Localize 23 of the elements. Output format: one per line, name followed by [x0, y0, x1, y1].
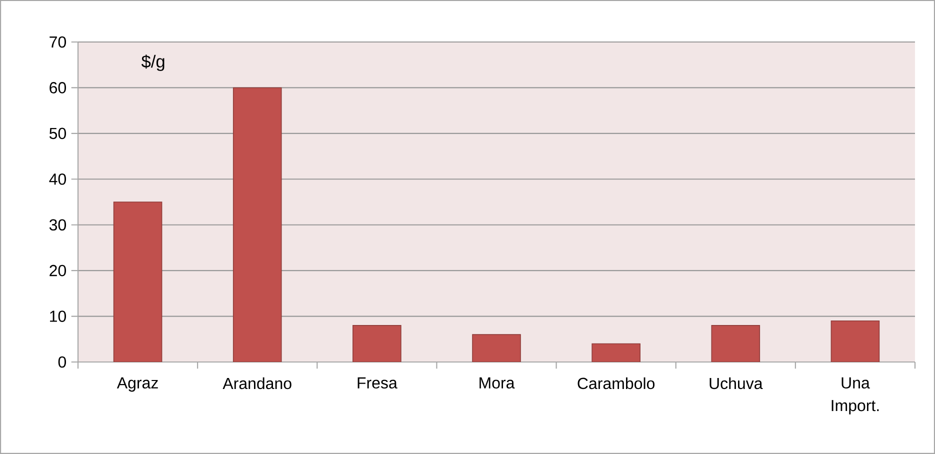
y-tick-label: 0	[58, 356, 66, 368]
bar	[472, 334, 521, 362]
x-tick-label: Carambolo	[578, 377, 655, 390]
x-tick-label: Una Import.	[832, 377, 879, 414]
bar	[830, 320, 880, 362]
bar	[711, 325, 760, 362]
y-tick-label: 70	[50, 36, 66, 48]
bar	[113, 202, 162, 362]
x-tick-label: Mora	[480, 377, 515, 389]
y-tick-label: 50	[49, 128, 66, 140]
bar	[592, 343, 640, 362]
x-tick-label: Arandano	[222, 377, 292, 390]
bar	[352, 325, 402, 362]
x-tick-label: Fresa	[358, 377, 398, 389]
y-axis-title: $/g	[141, 54, 164, 72]
x-tick-label: Agraz	[116, 377, 158, 392]
y-tick-label: 30	[49, 219, 66, 231]
y-tick-label: 10	[50, 310, 66, 322]
y-tick-label: 40	[49, 173, 66, 185]
bar	[232, 87, 282, 362]
y-tick-label: 60	[50, 82, 66, 94]
y-tick-label: 20	[50, 264, 66, 276]
x-tick-label: Uchuva	[710, 377, 763, 390]
